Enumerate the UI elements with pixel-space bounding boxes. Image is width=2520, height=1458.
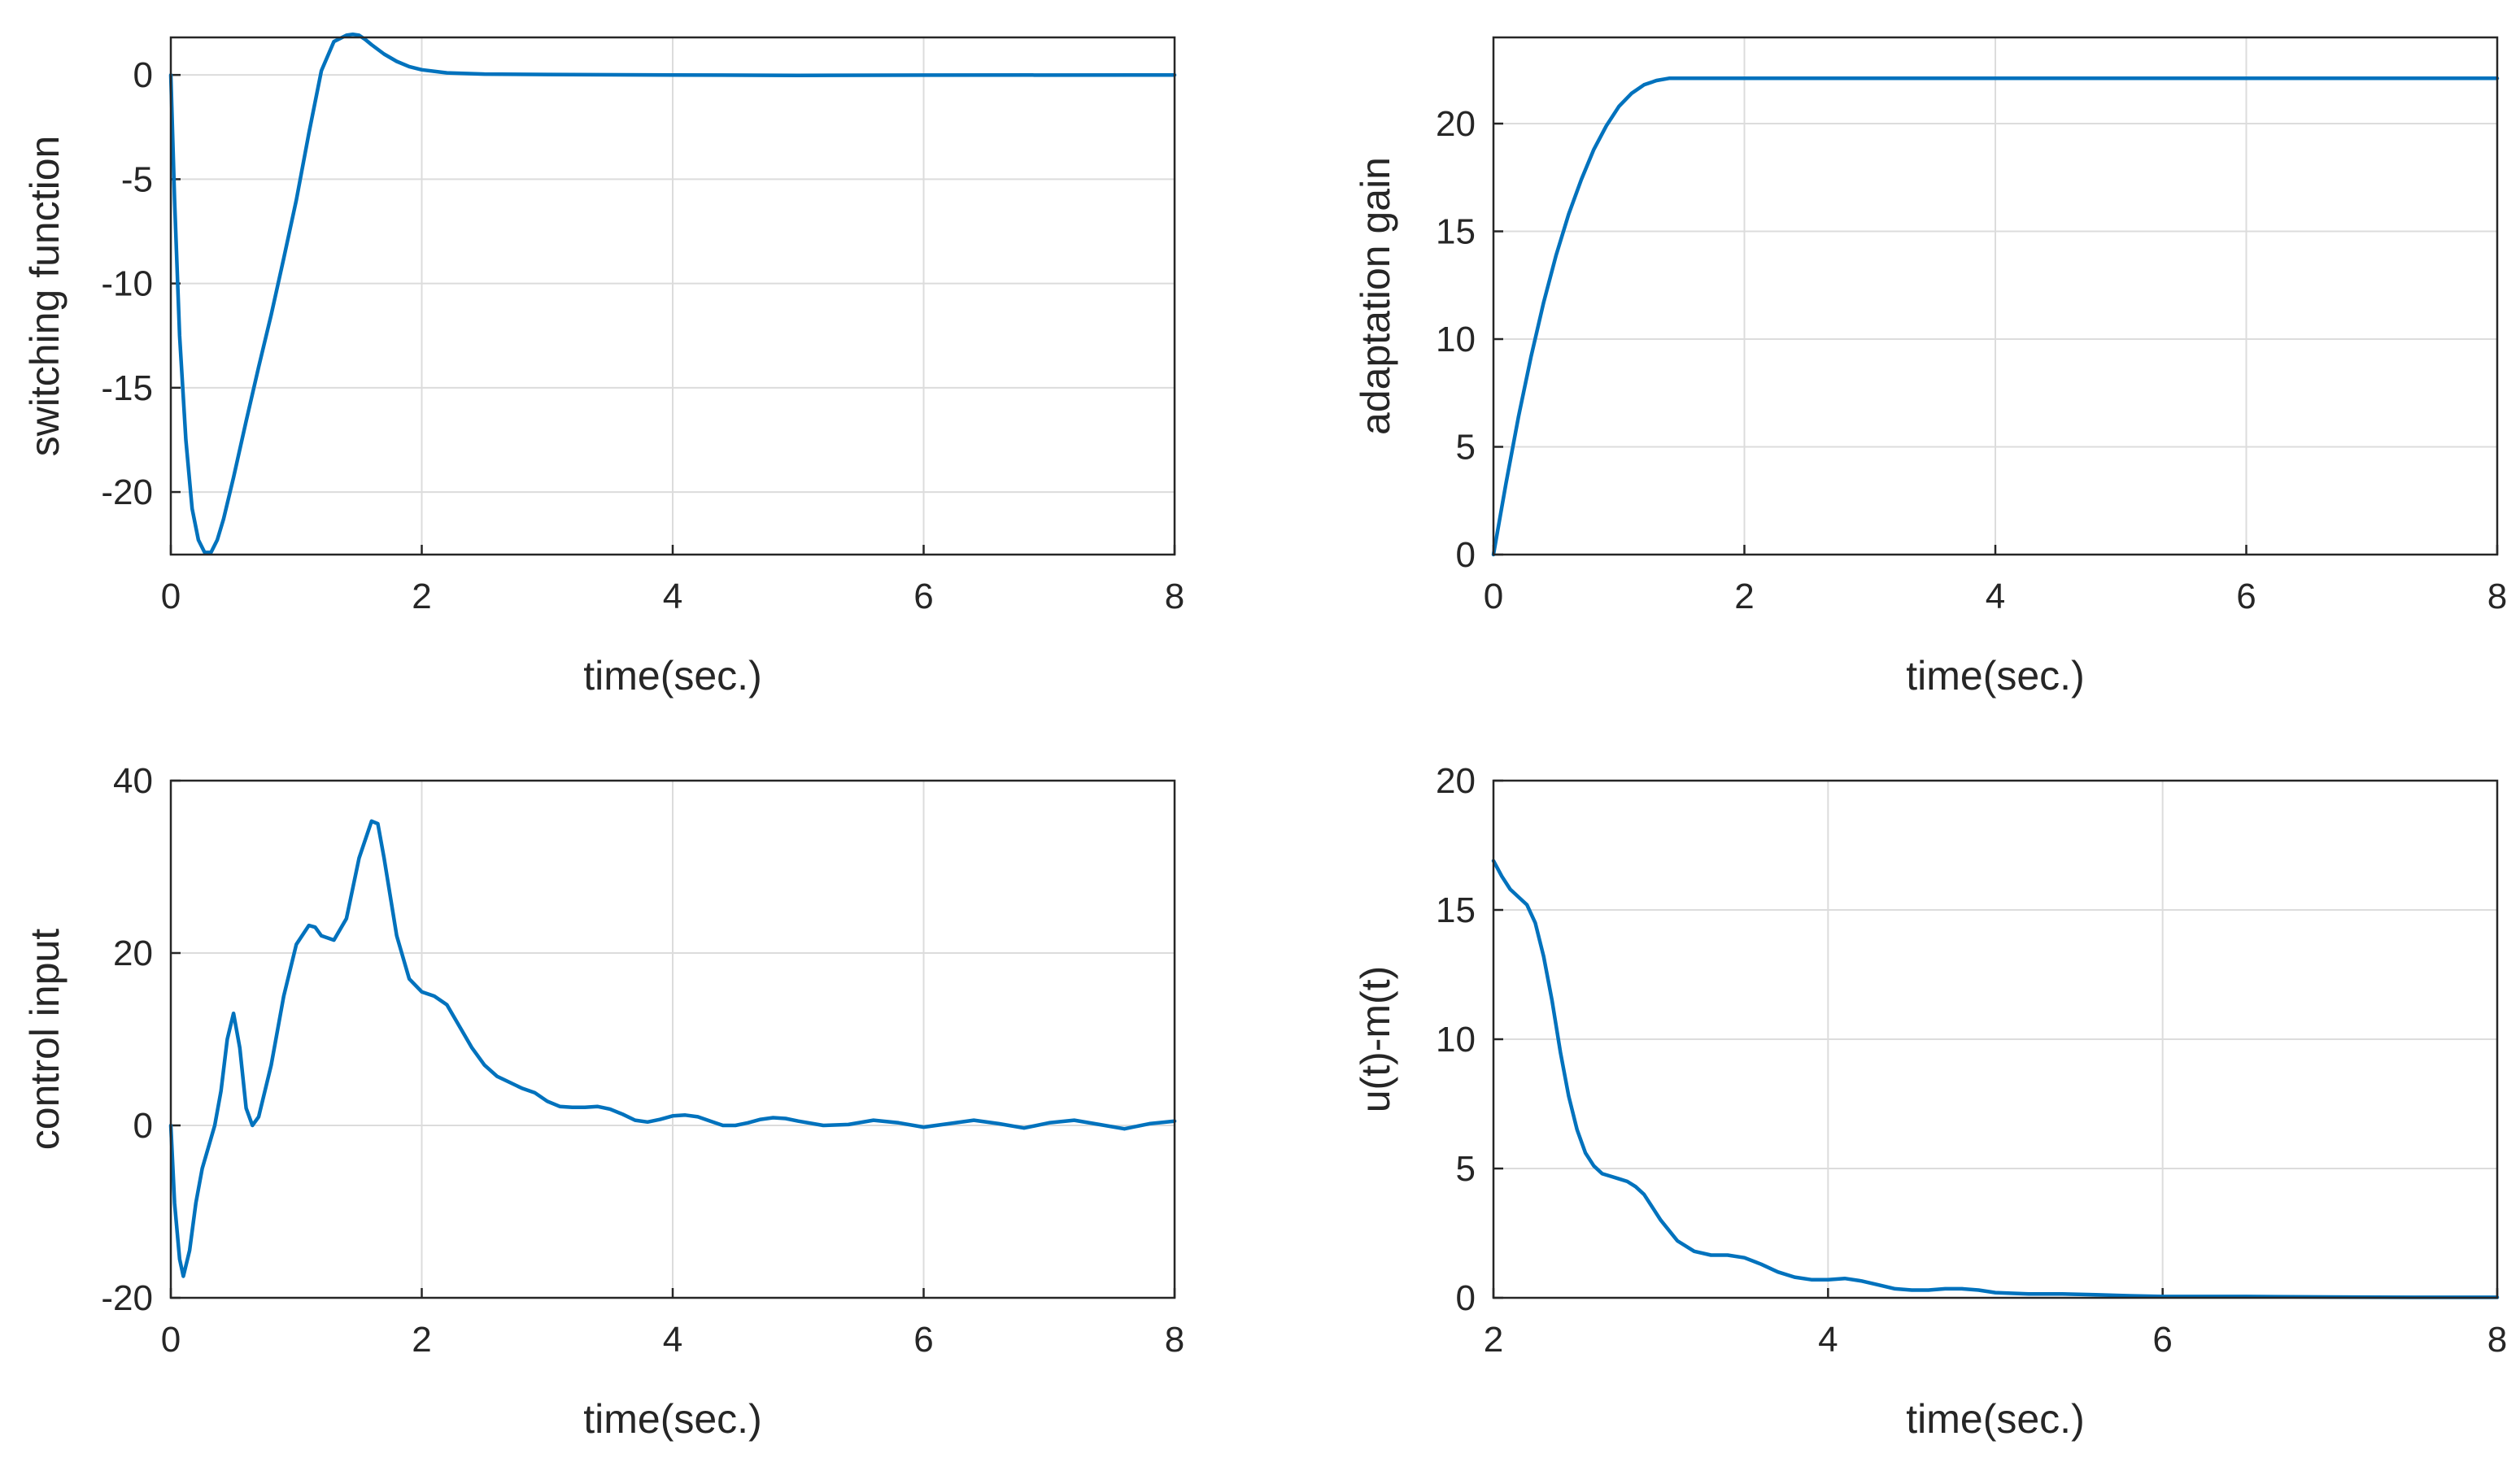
ylabel-switching-function: switching function <box>22 136 68 457</box>
axes-frame-u-minus-m <box>1492 779 2499 1299</box>
xlabel-u-minus-m: time(sec.) <box>1906 1396 2084 1442</box>
y-tick-label: 20 <box>1436 104 1476 144</box>
y-tick-label: 0 <box>1456 1278 1476 1318</box>
y-tick-label: -20 <box>101 1278 153 1318</box>
series-line-switching-function <box>168 32 1177 555</box>
ylabel-adaptation-gain: adaptation gain <box>1353 157 1398 435</box>
axes-frame-adaptation-gain <box>1492 36 2499 556</box>
x-tick-label: 4 <box>1986 577 2005 616</box>
series-line-control-input <box>168 819 1177 1278</box>
y-tick-label: -15 <box>101 368 153 408</box>
x-tick-label: 2 <box>1734 577 1754 616</box>
y-tick-label: 10 <box>1436 1020 1476 1060</box>
x-tick-label: 2 <box>412 577 431 616</box>
chart-switching-function: switching function time(sec.) 0 2 4 6 8 -20 -1… <box>22 32 1184 699</box>
y-tick-label: 5 <box>1456 428 1476 468</box>
axes-frame-switching-function <box>169 36 1176 556</box>
x-tick-label: 8 <box>2487 1320 2507 1360</box>
y-tick-label: 0 <box>133 1106 153 1146</box>
y-tick-label: -20 <box>101 472 153 512</box>
y-tick-label: 5 <box>1456 1149 1476 1189</box>
xlabel-control-input: time(sec.) <box>583 1396 761 1442</box>
y-tick-label: -10 <box>101 264 153 304</box>
y-tick-label: 15 <box>1436 212 1476 252</box>
y-tick-label: -5 <box>121 159 153 199</box>
xlabel-adaptation-gain: time(sec.) <box>1906 653 2084 699</box>
x-tick-label: 0 <box>1484 577 1503 616</box>
x-tick-label: 8 <box>1165 1320 1184 1360</box>
x-tick-label: 6 <box>913 1320 933 1360</box>
x-tick-label: 0 <box>161 577 181 616</box>
x-tick-label: 8 <box>1165 577 1184 616</box>
x-tick-label: 6 <box>2236 577 2256 616</box>
series-line-u-minus-m <box>1491 859 2500 1299</box>
y-tick-label: 0 <box>133 55 153 95</box>
x-tick-label: 0 <box>161 1320 181 1360</box>
x-tick-label: 4 <box>663 577 682 616</box>
chart-u-minus-m: u(t)-m(t) time(sec.) 2 4 6 8 0 5 10 15 20 <box>1353 761 2507 1442</box>
x-tick-label: 2 <box>412 1320 431 1360</box>
y-tick-label: 20 <box>113 934 153 973</box>
x-tick-label: 6 <box>913 577 933 616</box>
x-tick-label: 4 <box>1818 1320 1838 1360</box>
ylabel-u-minus-m: u(t)-m(t) <box>1353 966 1398 1113</box>
y-tick-label: 40 <box>113 761 153 801</box>
y-tick-label: 15 <box>1436 890 1476 930</box>
x-tick-label: 2 <box>1484 1320 1503 1360</box>
y-tick-label: 10 <box>1436 320 1476 359</box>
x-tick-label: 8 <box>2487 577 2507 616</box>
ylabel-control-input: control input <box>22 929 68 1150</box>
series-line-adaptation-gain <box>1491 76 2500 557</box>
y-tick-label: 0 <box>1456 535 1476 575</box>
chart-adaptation-gain: adaptation gain time(sec.) 0 2 4 6 8 0 5 10 15 20 <box>1353 36 2507 699</box>
axes-frame-control-input <box>169 779 1176 1299</box>
y-tick-label: 20 <box>1436 761 1476 801</box>
x-tick-label: 6 <box>2152 1320 2172 1360</box>
xlabel-switching-function: time(sec.) <box>583 653 761 699</box>
x-tick-label: 4 <box>663 1320 682 1360</box>
